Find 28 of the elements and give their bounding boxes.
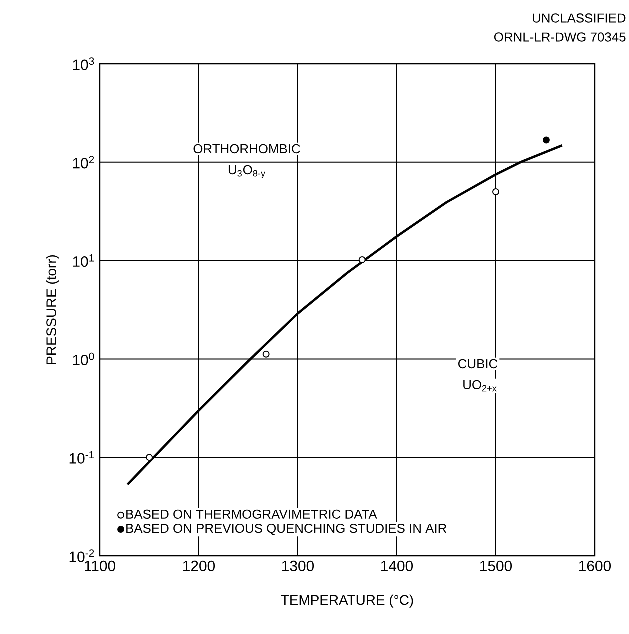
y-axis-title: PRESSURE (torr) <box>46 255 60 364</box>
text: ORNL-LR-DWG 70345 <box>494 32 626 42</box>
x-tick-label: 1600 <box>580 560 612 572</box>
annotation: ORTHORHOMBIC <box>194 144 300 154</box>
x-axis-title: TEMPERATURE (°C) <box>281 594 414 608</box>
point <box>262 350 270 358</box>
x-tick-label: 1200 <box>184 560 216 572</box>
point <box>492 188 500 196</box>
annotation: U$_{3}$O$_{8-y}$ <box>228 165 266 179</box>
x-tick-label: 1500 <box>480 560 512 572</box>
x-tick-label: 1400 <box>382 560 414 572</box>
y-tick-label: 10$^{0}$ <box>73 352 94 366</box>
y-tick-label: 10$^{1}$ <box>73 254 94 268</box>
y-tick-label: 10$^{-1}$ <box>70 451 94 464</box>
x-tick-label: 1100 <box>85 560 116 572</box>
legend-label: BASED ON PREVIOUS QUENCHING STUDIES IN AIR <box>126 524 447 536</box>
annotation: UO$_{2+x}$ <box>464 380 497 392</box>
x-tick-label: 1300 <box>282 560 314 572</box>
point <box>358 256 366 264</box>
y-tick-label: 10$^{2}$ <box>73 156 94 169</box>
line-series <box>126 144 564 486</box>
y-tick-label: 10$^{-2}$ <box>70 550 94 562</box>
point <box>542 136 550 144</box>
annotation: CUBIC <box>458 359 498 369</box>
legend-label: BASED ON THERMOGRAVIMETRIC DATA <box>126 510 378 519</box>
y-tick-label: 10$^{3}$ <box>73 58 94 70</box>
text: UNCLASSIFIED <box>533 14 626 23</box>
point <box>146 454 153 462</box>
